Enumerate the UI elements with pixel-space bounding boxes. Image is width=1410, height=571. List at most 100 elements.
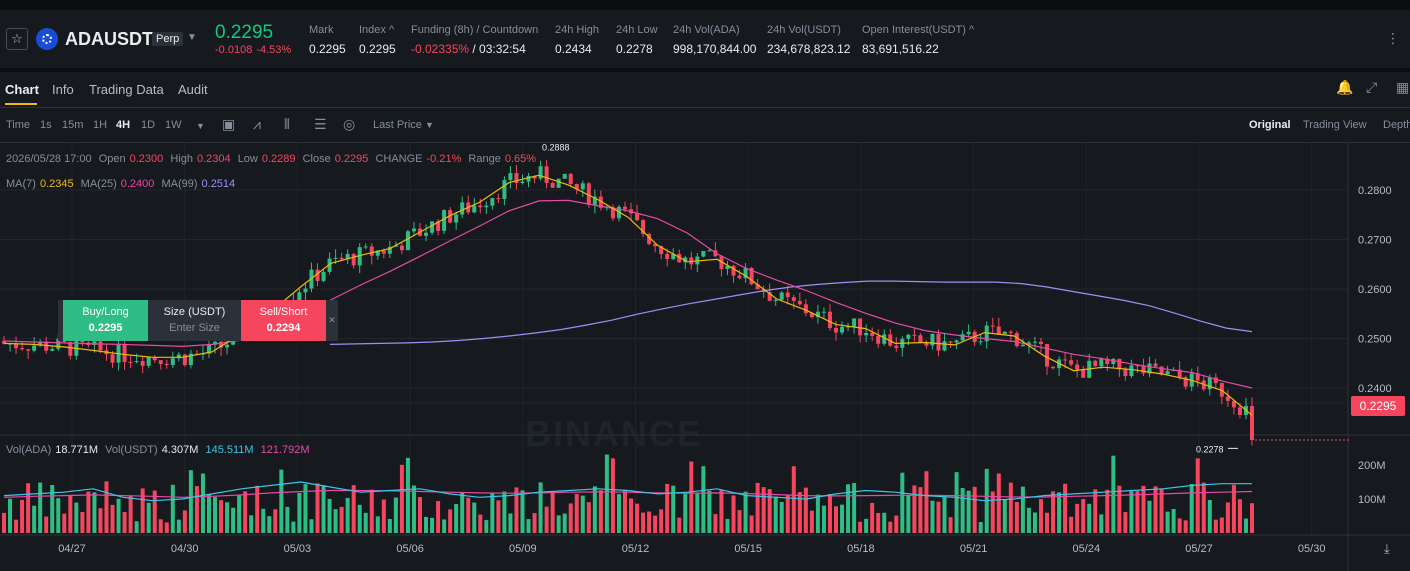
volume-bar [1008,482,1013,533]
volume-bar [990,491,995,533]
favorite-star-icon[interactable]: ☆ [6,28,28,50]
interval-1s[interactable]: 1s [40,119,52,131]
active-tab-underline [5,103,37,105]
object-tree-icon[interactable]: ◎ [343,116,356,132]
volume-bar [797,492,802,533]
open-value: 0.2300 [129,153,164,165]
ticker-stat: 24h High 0.2434 [555,24,599,56]
candle-body [924,342,929,346]
buy-long-button[interactable]: Buy/Long 0.2295 [63,300,148,341]
volume-bar [1225,502,1230,533]
candle-body [1117,358,1122,370]
candlestick-chart[interactable]: 0.2800 0.2700 0.2600 0.2500 0.2400 04/27 04/30… [0,143,1410,571]
volume-bar [1141,485,1146,533]
tab-chart[interactable]: Chart [5,82,39,97]
candle-body [357,247,362,266]
symbol-name[interactable]: ADAUSDT [65,29,153,49]
volume-bar [285,506,290,533]
chart-area[interactable]: BINANCE 0.2800 0.2700 0.2600 0.2500 0.2400 04… [0,143,1410,571]
volume-bar [430,517,435,533]
more-intervals-icon[interactable]: ▼ [196,121,205,131]
volume-bar [1069,516,1074,533]
candle-body [562,173,567,179]
interval-15m[interactable]: 15m [62,119,84,131]
candle-body [1069,360,1074,365]
price-source-caret-icon: ▼ [424,120,434,130]
order-widget-collapse-icon[interactable]: ✕ [326,300,338,341]
view-original[interactable]: Original [1249,119,1291,131]
candle-body [98,341,103,351]
volume-bar [309,519,314,533]
tab-trading-data[interactable]: Trading Data [89,82,164,97]
volume-bar [255,485,260,533]
ticker-stat: Mark 0.2295 [309,24,346,56]
volume-bar [713,514,718,533]
candle-body [164,363,169,366]
volume-bar [954,472,959,533]
time-tick-label: 04/30 [171,543,199,555]
volume-bar [170,484,175,533]
volume-bar [592,486,597,533]
volume-bar [411,485,416,533]
candle-body [894,345,899,348]
ticker-stat: 24h Vol(ADA) 998,170,844.00 [673,24,756,56]
volume-bar [44,516,49,533]
high-label: High [170,153,193,165]
candle-body [508,173,513,181]
candle-body [472,205,477,213]
volume-bar [1105,489,1110,533]
view-depth[interactable]: Depth [1383,119,1410,131]
order-widget-drag-handle[interactable] [58,300,63,341]
volume-bar [1123,512,1128,533]
interval-1d[interactable]: 1D [141,119,156,131]
volume-bar [146,502,151,533]
candle-body [610,207,615,219]
interval-1w[interactable]: 1W [165,119,182,131]
volume-bar [20,499,25,533]
interval-4h[interactable]: 4H [116,119,131,131]
more-icon[interactable]: ⋮ [1386,30,1400,46]
volume-bar [707,490,712,533]
candle-body [791,297,796,301]
volume-bar [1189,483,1194,533]
candle-body [424,232,429,236]
price-source-select[interactable]: Last Price ▼ [373,119,434,131]
volume-bar [1075,503,1080,533]
volume-bar [1020,486,1025,533]
volume-bar [231,507,236,533]
volume-bar [514,487,519,533]
indicator-icon[interactable]: ⩘ [253,116,261,132]
candle-body [1231,400,1236,408]
layout-grid-icon[interactable]: ▦ [1396,79,1410,95]
sell-short-price: 0.2294 [266,322,301,334]
candle-body [834,327,838,333]
candle-body [405,231,410,251]
tab-audit[interactable]: Audit [178,82,208,97]
volume-bar [924,471,929,533]
volume-bar [930,500,935,533]
calendar-icon[interactable]: ▣ [222,116,236,132]
ma99-line [329,280,1253,345]
candle-body [586,183,591,205]
sell-short-button[interactable]: Sell/Short 0.2294 [241,300,326,341]
interval-1h[interactable]: 1H [93,119,108,131]
volume-bar [574,493,579,533]
candle-body [719,256,724,270]
tab-info[interactable]: Info [52,82,74,97]
interval-time[interactable]: Time [6,119,31,131]
volume-bar [864,518,869,533]
symbol-dropdown-icon[interactable]: ▼ [187,32,197,43]
scroll-to-latest-icon[interactable]: ⤓ [1384,542,1390,557]
volume-bar [369,489,374,533]
fullscreen-icon[interactable]: ⤢ [1366,79,1378,95]
volume-bar [333,509,338,533]
bell-icon[interactable]: 🔔 [1336,79,1354,95]
settings-sliders-icon[interactable]: ☰ [314,116,327,132]
view-tradingview[interactable]: Trading View [1303,119,1367,131]
volume-bar [436,501,441,533]
candle-type-icon[interactable]: ⫴ [284,116,290,132]
size-input[interactable]: Size (USDT) Enter Size [148,300,241,341]
candle-body [1141,365,1146,374]
volume-bar [1099,514,1104,533]
volume-bar [1032,512,1037,533]
